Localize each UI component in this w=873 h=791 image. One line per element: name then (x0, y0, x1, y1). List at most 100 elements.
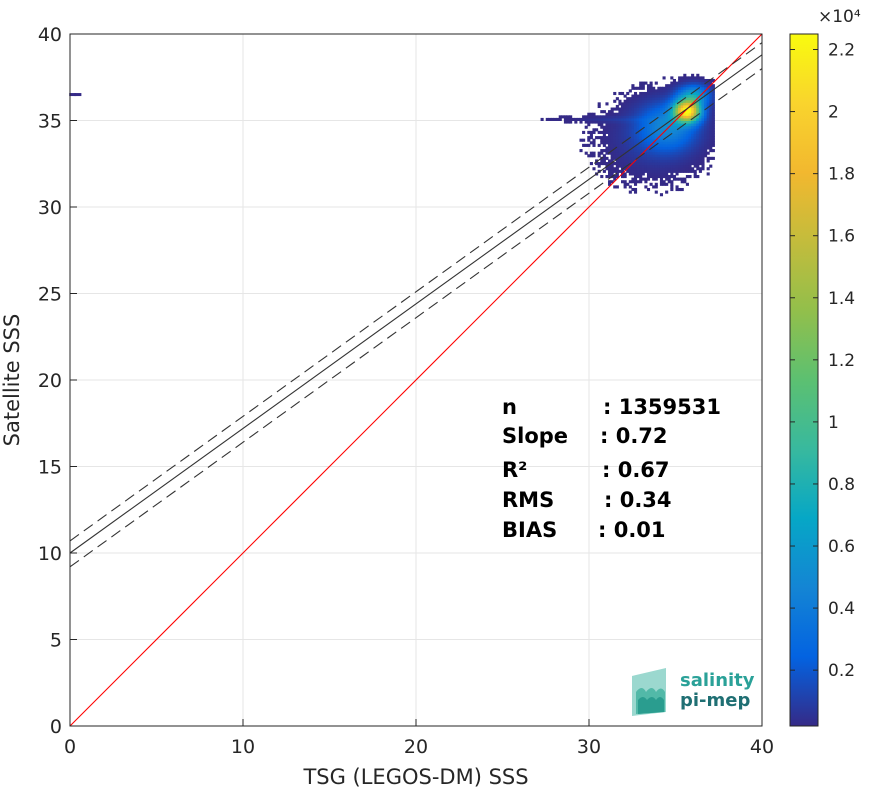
heatmap-bin (688, 97, 692, 101)
heatmap-bin (631, 130, 635, 134)
heatmap-bin (621, 102, 625, 106)
heatmap-bin (672, 110, 676, 114)
heatmap-bin (662, 128, 666, 132)
heatmap-bin (631, 159, 635, 163)
heatmap-bin (631, 156, 635, 160)
heatmap-bin (639, 146, 643, 150)
heatmap-bin (691, 159, 695, 163)
heatmap-bin (623, 180, 627, 184)
heatmap-bin (667, 94, 671, 98)
heatmap-bin (701, 141, 705, 145)
heatmap-bin (654, 167, 658, 171)
heatmap-bin (683, 89, 687, 93)
heatmap-bin (680, 99, 684, 103)
heatmap-bin (706, 172, 710, 176)
heatmap-bin (621, 115, 625, 119)
heatmap-bin (631, 133, 635, 137)
heatmap-bin (644, 167, 648, 171)
outlier-bin (69, 93, 77, 97)
heatmap-bin (680, 86, 684, 90)
heatmap-bin (672, 84, 676, 88)
heatmap-bin (610, 120, 614, 124)
heatmap-bin (649, 125, 653, 129)
heatmap-bin (615, 185, 619, 189)
heatmap-bin (680, 94, 684, 98)
heatmap-bin (652, 91, 656, 96)
heatmap-bin (701, 102, 705, 106)
heatmap-bin (608, 110, 612, 114)
heatmap-bin (685, 76, 689, 80)
heatmap-bin (652, 167, 656, 171)
heatmap-bin (595, 115, 599, 119)
heatmap-bin (659, 110, 664, 114)
heatmap-bin (672, 154, 676, 158)
heatmap-bin (680, 123, 684, 127)
heatmap-bin (649, 115, 653, 119)
heatmap-bin (693, 102, 697, 106)
heatmap-bin (582, 115, 586, 119)
y-tick-label: 0 (50, 716, 62, 738)
heatmap-bin (618, 169, 622, 173)
heatmap-bin (659, 174, 664, 179)
heatmap-bin (639, 138, 643, 142)
heatmap-bin (615, 169, 619, 173)
heatmap-bin (659, 89, 664, 93)
heatmap-bin (683, 86, 687, 90)
heatmap-bin (662, 102, 666, 106)
heatmap-bin (657, 146, 661, 150)
heatmap-bin (654, 112, 658, 116)
heatmap-bin (680, 102, 684, 106)
heatmap-bin (540, 117, 544, 121)
heatmap-bin (610, 115, 614, 119)
heatmap-bin (685, 94, 689, 98)
heatmap-bin (659, 151, 664, 155)
heatmap-bin (696, 125, 700, 129)
heatmap-bin (608, 128, 612, 132)
heatmap-bin (693, 91, 697, 96)
heatmap-bin (665, 112, 669, 116)
heatmap-bin (696, 91, 700, 96)
heatmap-bin (701, 120, 705, 124)
heatmap-bin (615, 138, 619, 142)
heatmap-bin (631, 125, 635, 129)
heatmap-bin (610, 172, 614, 176)
heatmap-bin (561, 115, 565, 119)
heatmap-bin (654, 130, 658, 134)
heatmap-bin (623, 107, 627, 111)
heatmap-bin (644, 177, 648, 181)
heatmap-bin (678, 76, 682, 80)
heatmap-bin (589, 130, 593, 134)
heatmap-bin (704, 86, 708, 90)
heatmap-bin (675, 149, 679, 153)
heatmap-bin (644, 141, 648, 145)
heatmap-bin (621, 136, 625, 140)
heatmap-bin (672, 94, 676, 98)
heatmap-bin (587, 154, 591, 158)
heatmap-bin (670, 130, 674, 134)
heatmap-bin (662, 136, 666, 140)
heatmap-bin (626, 110, 630, 114)
heatmap-bin (665, 102, 669, 106)
heatmap-bin (608, 133, 612, 137)
heatmap-bin (623, 120, 627, 124)
heatmap-bin (680, 187, 684, 192)
heatmap-bin (610, 117, 614, 121)
heatmap-bin (709, 112, 713, 116)
heatmap-bin (652, 149, 656, 153)
heatmap-bin (600, 130, 604, 134)
heatmap-bin (652, 177, 656, 181)
heatmap-bin (667, 174, 671, 179)
heatmap-bin (621, 149, 625, 153)
heatmap-bin (644, 164, 648, 168)
heatmap-bin (701, 143, 705, 147)
heatmap-bin (693, 117, 697, 121)
heatmap-bin (709, 141, 713, 145)
heatmap-bin (680, 130, 684, 134)
heatmap-bin (621, 125, 625, 129)
heatmap-bin (678, 167, 682, 171)
heatmap-bin (662, 117, 666, 121)
heatmap-bin (587, 143, 591, 147)
heatmap-bin (621, 180, 625, 184)
heatmap-bin (618, 110, 622, 114)
heatmap-bin (667, 154, 671, 158)
